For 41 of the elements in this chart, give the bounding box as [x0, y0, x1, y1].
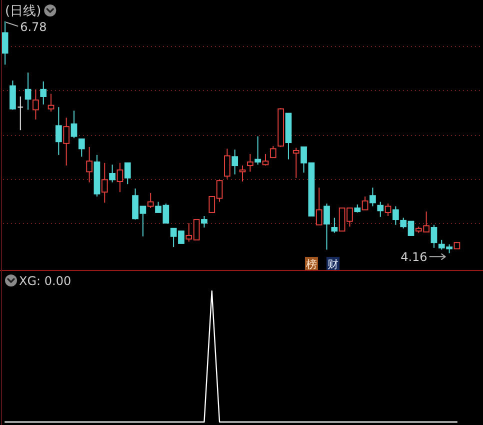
candlestick	[316, 187, 322, 226]
candlestick	[224, 148, 230, 180]
candlestick	[101, 162, 108, 204]
candlestick	[377, 201, 384, 218]
annotation: 榜	[306, 258, 317, 271]
candlestick	[109, 164, 116, 183]
candlestick	[270, 146, 276, 158]
candlestick	[116, 162, 124, 193]
candlestick	[201, 216, 208, 228]
candlestick	[24, 72, 32, 110]
candlestick	[124, 162, 131, 185]
annotation: 6.78	[20, 20, 47, 34]
candlestick	[48, 93, 54, 112]
candlestick	[40, 80, 47, 105]
candlestick	[362, 196, 368, 210]
chart-title: (日线)	[5, 4, 42, 19]
candlestick	[254, 136, 261, 166]
annotation: 财	[328, 258, 338, 271]
candlestick	[78, 138, 85, 158]
candlestick	[430, 224, 438, 248]
candlestick	[232, 149, 238, 175]
candlestick	[17, 96, 24, 131]
candlestick	[2, 20, 8, 66]
chart-title: XG: 0.00	[19, 274, 72, 288]
candlestick	[384, 203, 392, 216]
candlestick	[370, 187, 376, 207]
candlestick	[147, 192, 154, 209]
candlestick	[86, 146, 92, 183]
candlestick	[63, 117, 70, 166]
candlestick	[70, 110, 78, 139]
candlestick	[56, 106, 62, 156]
candlestick	[239, 165, 246, 182]
candlestick	[292, 147, 300, 178]
candlestick	[262, 154, 269, 166]
candlestick	[10, 80, 16, 110]
candlestick	[246, 154, 254, 172]
candlestick	[32, 88, 39, 120]
candlestick	[331, 217, 338, 234]
annotation: 4.16	[400, 250, 428, 264]
candlestick	[324, 203, 330, 250]
candlestick	[392, 206, 399, 226]
